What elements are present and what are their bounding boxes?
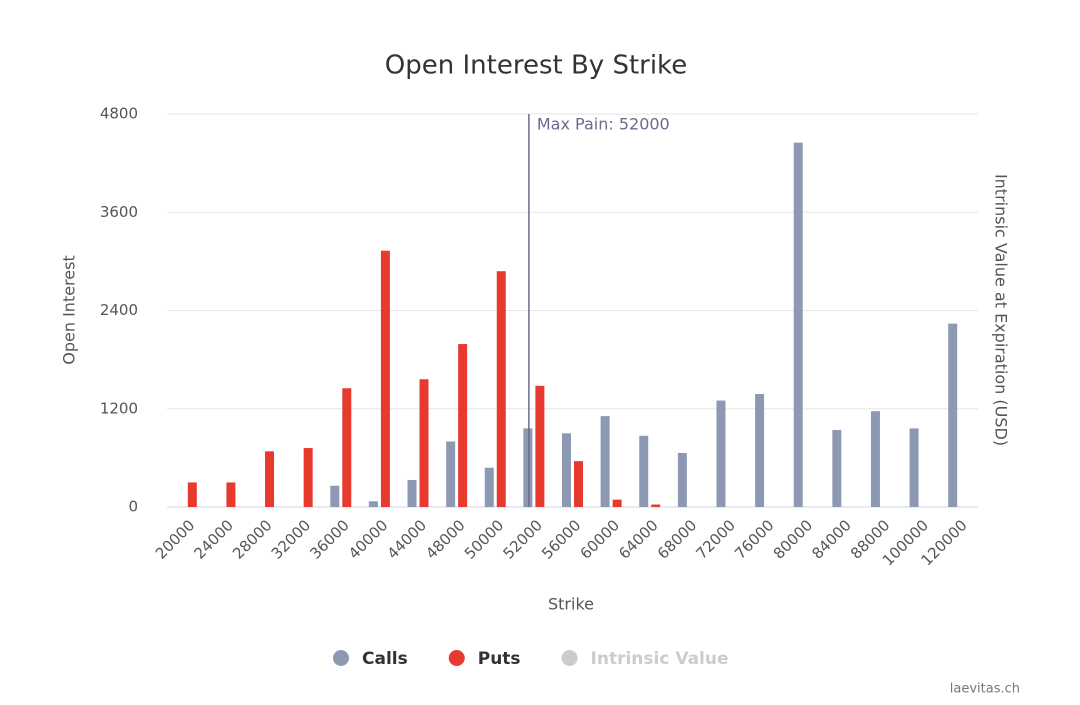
bar (909, 428, 919, 507)
x-tick-label: 60000 (577, 516, 623, 562)
y-tick-label: 2400 (100, 301, 138, 319)
y2-axis-title: Intrinsic Value at Expiration (USD) (992, 174, 1011, 446)
bar (342, 388, 352, 507)
legend-label[interactable]: Puts (478, 649, 521, 669)
bar (407, 479, 417, 507)
bar (458, 344, 468, 507)
bar (484, 467, 494, 507)
chart-title: Open Interest By Strike (385, 51, 687, 81)
bar (330, 485, 340, 507)
bar (562, 433, 571, 507)
x-tick-label: 72000 (693, 516, 739, 562)
x-tick-label: 84000 (808, 516, 854, 562)
credit: laevitas.ch (950, 682, 1020, 697)
bar (419, 379, 429, 507)
bar (303, 448, 313, 507)
x-tick-label: 40000 (345, 516, 391, 562)
bar (535, 385, 545, 507)
y-tick-label: 3600 (100, 203, 138, 221)
max-pain-label: Max Pain: 52000 (537, 115, 670, 134)
x-tick-label: 50000 (461, 516, 507, 562)
legend-marker (561, 650, 578, 666)
x-tick-label: 64000 (615, 516, 661, 562)
x-tick-label: 36000 (306, 516, 352, 562)
bar (870, 411, 880, 507)
y-tick-label: 1200 (100, 399, 138, 417)
bar (948, 323, 958, 507)
x-tick-label: 52000 (499, 516, 545, 562)
bar (755, 394, 765, 507)
x-tick-label: 76000 (731, 516, 777, 562)
y-axis-title: Open Interest (60, 255, 79, 364)
bar (716, 400, 726, 507)
y-tick-label: 0 (128, 498, 138, 516)
x-tick-label: 20000 (152, 516, 198, 562)
bar (265, 451, 275, 507)
bar (574, 461, 583, 507)
bar (446, 441, 456, 507)
x-tick-label: 68000 (654, 516, 700, 562)
x-tick-label: 80000 (770, 516, 816, 562)
x-tick-label: 28000 (229, 516, 275, 562)
legend-marker (333, 650, 349, 666)
bar (496, 271, 506, 507)
bar (612, 499, 622, 507)
bar (639, 435, 649, 507)
bar (651, 504, 661, 507)
x-tick-label: 32000 (268, 516, 314, 562)
bar (380, 250, 390, 507)
x-tick-label: 56000 (538, 516, 584, 562)
legend-label[interactable]: Calls (362, 649, 408, 669)
bar (368, 501, 378, 507)
y-tick-label: 4800 (100, 105, 138, 123)
bar (793, 142, 803, 507)
bar (832, 430, 842, 507)
legend-label[interactable]: Intrinsic Value (591, 649, 729, 669)
bar (187, 482, 197, 507)
x-tick-label: 44000 (384, 516, 430, 562)
bar (677, 452, 687, 507)
bar (600, 416, 610, 507)
x-tick-label: 48000 (422, 516, 468, 562)
bar (523, 428, 533, 507)
x-axis-title: Strike (548, 595, 594, 614)
bar (226, 482, 236, 507)
legend-marker (448, 650, 465, 666)
x-tick-label: 24000 (190, 516, 236, 562)
